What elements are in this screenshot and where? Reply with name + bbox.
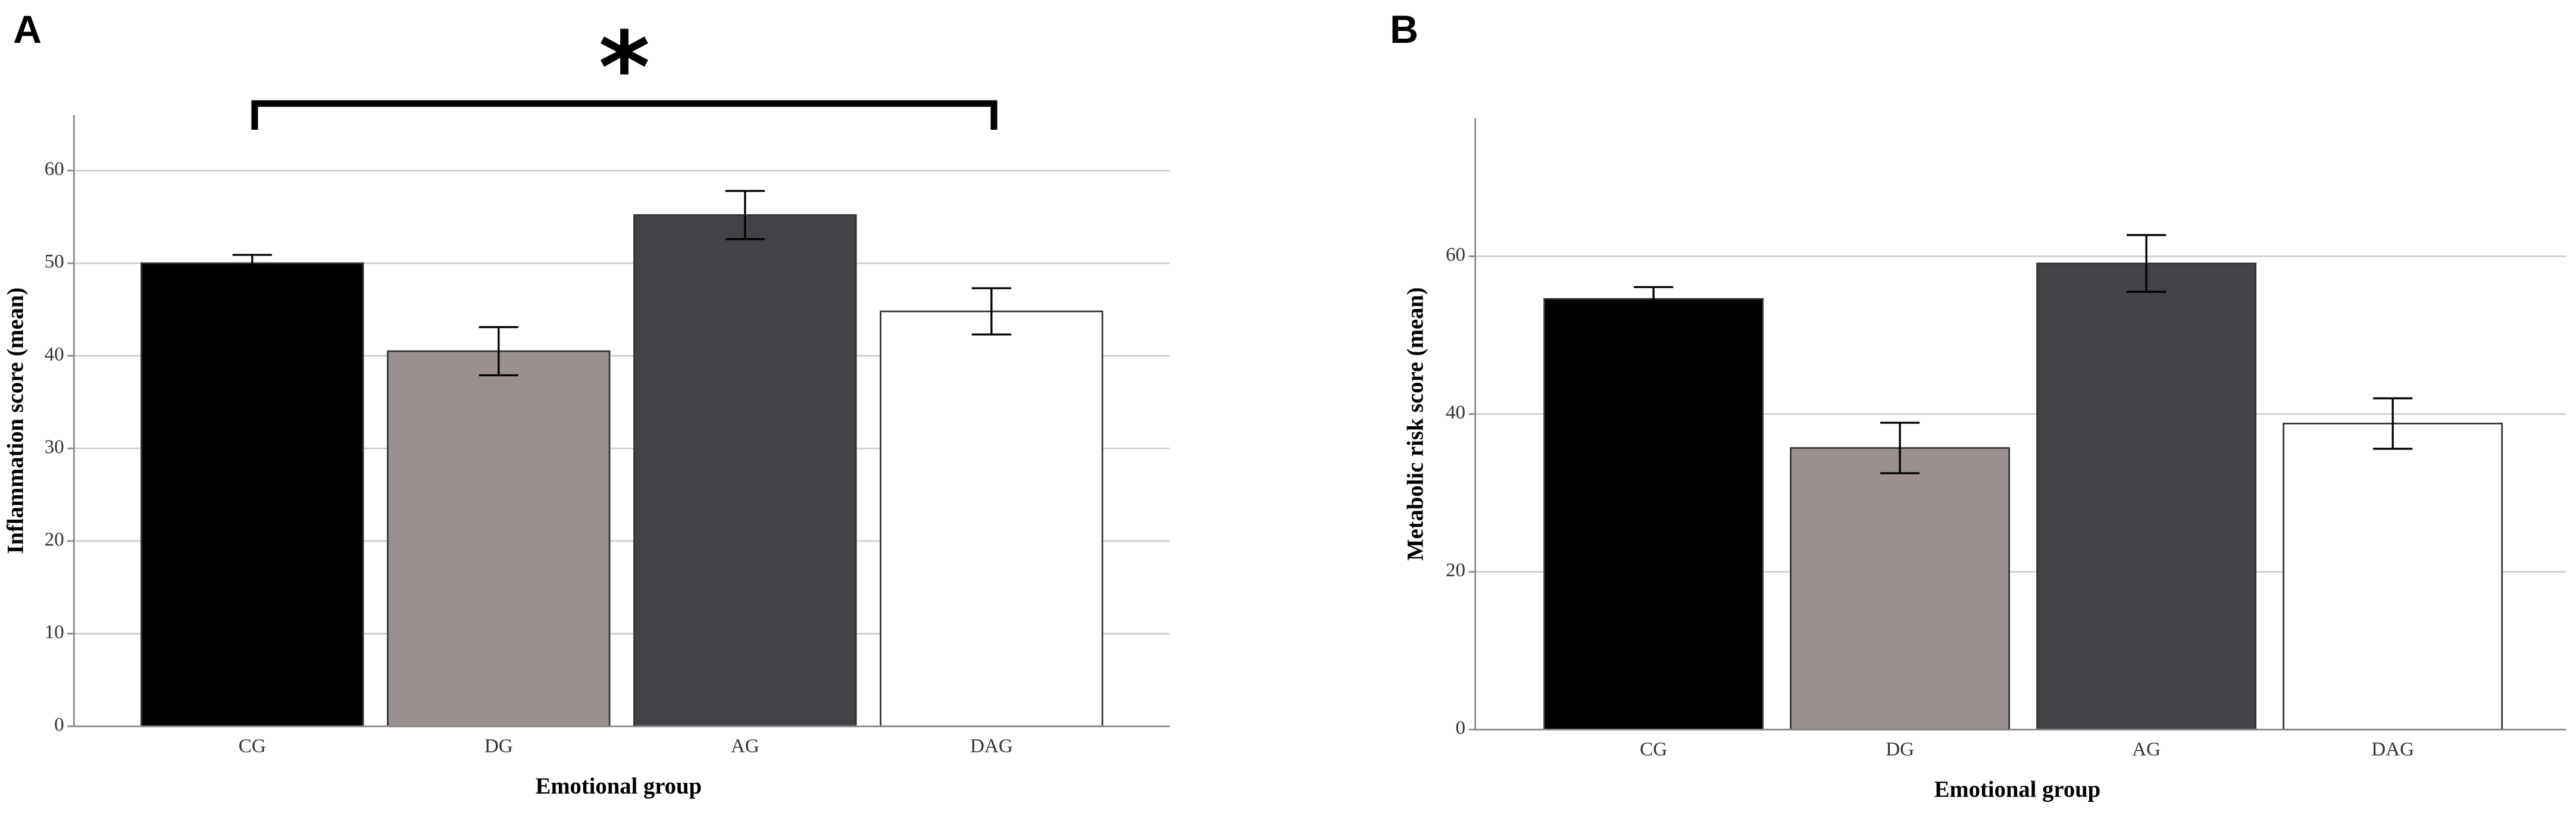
panel-label: B xyxy=(1390,8,1418,52)
bar xyxy=(2036,263,2257,730)
y-tick-label: 60 xyxy=(1446,243,1465,266)
y-axis-label: Inflammation score (mean) xyxy=(4,288,29,554)
x-tick-label: AG xyxy=(2132,738,2161,760)
y-tick-label: 10 xyxy=(45,621,64,643)
y-tick-label: 40 xyxy=(1446,401,1465,423)
bar xyxy=(880,310,1103,727)
bar xyxy=(1790,447,2011,730)
bar xyxy=(140,262,364,727)
panel-label: A xyxy=(13,8,42,52)
y-tick-label: 20 xyxy=(45,528,64,550)
significance-bracket xyxy=(251,100,998,130)
x-tick-label: DG xyxy=(484,735,513,757)
y-tick-label: 0 xyxy=(1456,717,1466,739)
x-tick-label: DAG xyxy=(970,735,1013,757)
y-tick-label: 60 xyxy=(45,158,64,180)
y-tick-label: 20 xyxy=(1446,559,1465,581)
bar xyxy=(633,214,857,727)
bar xyxy=(387,350,611,727)
bar xyxy=(2283,423,2503,730)
y-tick-label: 50 xyxy=(45,251,64,273)
y-tick-label: 40 xyxy=(45,343,64,365)
x-tick-label: CG xyxy=(1640,738,1667,760)
significance-marker: * xyxy=(599,11,651,126)
x-tick-label: CG xyxy=(239,735,266,757)
y-tick-label: 30 xyxy=(45,436,64,458)
x-tick-label: AG xyxy=(731,735,759,757)
bar xyxy=(1543,298,1764,730)
y-axis-label: Metabolic risk score (mean) xyxy=(1403,287,1428,560)
y-tick-label: 0 xyxy=(54,714,64,736)
x-tick-label: DG xyxy=(1886,738,1914,760)
x-axis-label: Emotional group xyxy=(536,774,702,799)
x-axis-label: Emotional group xyxy=(1934,777,2100,802)
x-tick-label: DAG xyxy=(2371,738,2414,760)
